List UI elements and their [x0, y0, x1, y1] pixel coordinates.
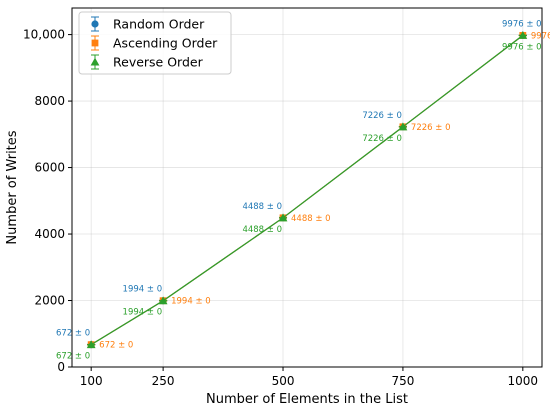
- data-label: 4488 ± 0: [242, 202, 282, 212]
- data-label: 7226 ± 0: [362, 111, 402, 121]
- y-tick-label: 6000: [34, 161, 65, 175]
- legend-item: Ascending Order: [91, 35, 218, 51]
- legend-marker: [90, 57, 100, 66]
- legend: Random Order Ascending Order Reverse Order: [78, 11, 232, 75]
- y-tick-label: 4000: [34, 227, 65, 241]
- legend-item: Reverse Order: [90, 54, 204, 70]
- data-point: [518, 30, 528, 39]
- x-tick-label: 750: [391, 374, 414, 388]
- data-label: 4488 ± 0: [291, 214, 331, 224]
- data-label: 7226 ± 0: [411, 123, 451, 133]
- y-tick-label: 0: [57, 360, 65, 374]
- x-axis-label: Number of Elements in the List: [206, 392, 408, 407]
- grid: [72, 8, 542, 368]
- data-point: [398, 122, 408, 131]
- data-label: 9976 ± 0: [502, 19, 542, 29]
- series-group: [86, 30, 528, 349]
- data-label: 672 ± 0: [99, 341, 133, 351]
- data-point: [86, 340, 96, 349]
- data-label: 672 ± 0: [56, 352, 90, 362]
- y-tick-label: 2000: [34, 294, 65, 308]
- legend-label: Ascending Order: [113, 36, 218, 51]
- legend-marker: [91, 39, 99, 47]
- data-label: 9976 ± 0: [531, 31, 550, 41]
- annotations: 672 ± 0 1994 ± 0 4488 ± 0 7226 ± 0 9976 ± 0 6…: [56, 19, 550, 361]
- y-axis-label: Number of Writes: [5, 130, 20, 244]
- data-label: 672 ± 0: [56, 329, 90, 339]
- data-label: 1994 ± 0: [123, 285, 163, 295]
- data-label: 9976 ± 0: [502, 42, 542, 52]
- ticks: 100 250 500 750 1000 0 2000 4000 6000 8000 10,000: [23, 28, 538, 388]
- legend-label: Reverse Order: [113, 55, 204, 70]
- legend-items: Random Order Ascending Order Reverse Order: [90, 16, 218, 70]
- x-tick-label: 1000: [508, 374, 539, 388]
- y-tick-label: 10,000: [23, 28, 65, 42]
- x-tick-label: 500: [272, 374, 295, 388]
- legend-label: Random Order: [113, 17, 205, 32]
- plot-frame: [71, 7, 543, 368]
- x-tick-label: 100: [80, 374, 103, 388]
- data-point: [278, 213, 288, 222]
- data-label: 4488 ± 0: [242, 225, 282, 235]
- data-label: 1994 ± 0: [123, 308, 163, 318]
- data-point: [158, 296, 168, 305]
- legend-marker: [91, 20, 99, 28]
- legend-box: [78, 11, 232, 75]
- data-label: 7226 ± 0: [362, 134, 402, 144]
- y-tick-label: 8000: [34, 94, 65, 108]
- x-tick-label: 250: [152, 374, 175, 388]
- legend-item: Random Order: [91, 16, 205, 32]
- data-label: 1994 ± 0: [171, 297, 211, 307]
- series-3: [86, 30, 528, 349]
